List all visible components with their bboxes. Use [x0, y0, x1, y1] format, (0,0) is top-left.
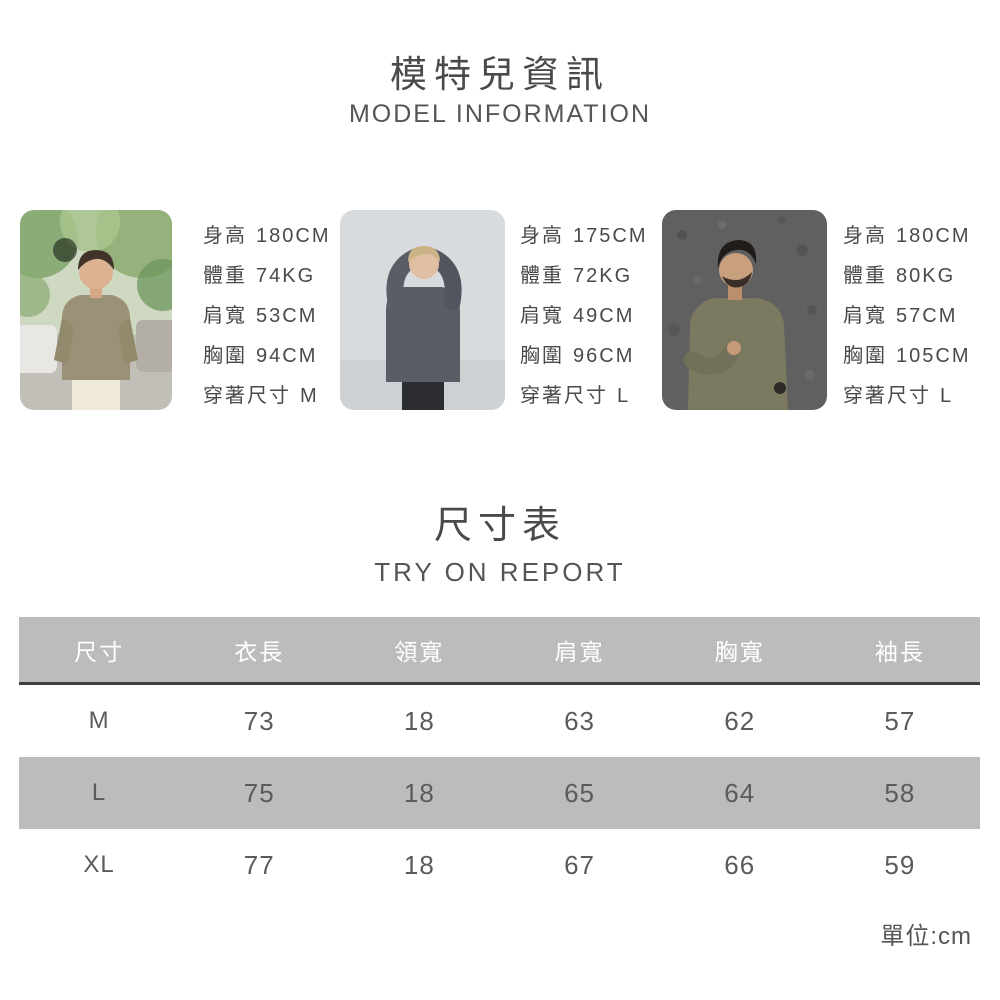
- size-cell: M: [88, 707, 110, 734]
- measurement-cell: 64: [724, 777, 756, 808]
- measurement-cell: 67: [564, 849, 595, 880]
- column-header-chest-width: 胸寬: [659, 617, 820, 684]
- stat-label: 體重: [843, 265, 887, 287]
- stat-value: 74KG: [256, 265, 316, 287]
- stat-value: L: [940, 385, 954, 407]
- size-chart-title-en: TRY ON REPORT: [374, 557, 626, 587]
- measurement-cell: 65: [564, 777, 595, 808]
- unit-note: 單位:cm: [880, 923, 972, 950]
- model-info-title-zh: 模特兒資訊: [390, 54, 610, 95]
- model-info-title-en: MODEL INFORMATION: [348, 100, 652, 128]
- stat-value: 57CM: [896, 305, 958, 327]
- measurement-cell: 18: [403, 705, 435, 736]
- stat-label: 體重: [520, 265, 564, 287]
- model-photo-3-illustration: [662, 210, 827, 410]
- measurement-cell: 75: [243, 777, 275, 808]
- stat-value: 96CM: [573, 345, 635, 367]
- stat-row: 身高 180CM: [843, 216, 970, 256]
- model-3-stats: 身高 180CM 體重 80KG 肩寬 57CM 胸圍 105CM 穿著尺寸 L: [843, 216, 970, 416]
- stat-value: 49CM: [573, 305, 635, 327]
- stat-value: M: [300, 385, 319, 407]
- size-table-header-row: 尺寸 衣長 領寬 肩寬 胸寬 袖長: [19, 617, 980, 684]
- stat-row: 穿著尺寸 L: [843, 376, 970, 416]
- stat-value: 53CM: [256, 305, 318, 327]
- stat-row: 肩寬 57CM: [843, 296, 970, 336]
- size-chart-title-zh: 尺寸表: [433, 505, 566, 547]
- stat-row: 肩寬 49CM: [520, 296, 647, 336]
- stat-label: 肩寬: [843, 305, 887, 327]
- stat-value: L: [617, 385, 631, 407]
- stat-value: 80KG: [896, 265, 956, 287]
- stat-label: 胸圍: [843, 345, 887, 367]
- stat-row: 體重 72KG: [520, 256, 647, 296]
- stat-label: 胸圍: [520, 345, 564, 367]
- stat-label: 胸圍: [203, 345, 247, 367]
- model-2-stats: 身高 175CM 體重 72KG 肩寬 49CM 胸圍 96CM 穿著尺寸 L: [520, 216, 647, 416]
- stat-label: 身高: [203, 225, 247, 247]
- stat-label: 穿著尺寸: [203, 385, 291, 407]
- size-row-l: L 75 18 65 64 58: [19, 757, 980, 829]
- stat-value: 94CM: [256, 345, 318, 367]
- stat-value: 72KG: [573, 265, 633, 287]
- stat-label: 身高: [520, 225, 564, 247]
- stat-value: 175CM: [573, 225, 648, 247]
- stat-row: 肩寬 53CM: [203, 296, 330, 336]
- stat-row: 體重 74KG: [203, 256, 330, 296]
- model-1-stats: 身高 180CM 體重 74KG 肩寬 53CM 胸圍 94CM 穿著尺寸 M: [203, 216, 330, 416]
- model-photo-1: [20, 210, 172, 410]
- measurement-cell: 66: [724, 849, 756, 880]
- stat-label: 體重: [203, 265, 247, 287]
- stat-row: 胸圍 96CM: [520, 336, 647, 376]
- size-chart-table: 尺寸 衣長 領寬 肩寬 胸寬 袖長 M 73 18 63 62 57 L 75 …: [19, 617, 980, 901]
- size-cell: XL: [83, 851, 115, 878]
- stat-row: 身高 175CM: [520, 216, 647, 256]
- stat-row: 穿著尺寸 M: [203, 376, 330, 416]
- measurement-cell: 63: [564, 705, 595, 736]
- measurement-cell: 59: [884, 849, 916, 880]
- stat-value: 180CM: [256, 225, 331, 247]
- stat-label: 穿著尺寸: [520, 385, 608, 407]
- model-photo-2: [340, 210, 505, 410]
- measurement-cell: 18: [403, 849, 435, 880]
- stat-row: 胸圍 105CM: [843, 336, 970, 376]
- stat-value: 180CM: [896, 225, 971, 247]
- model-photo-2-illustration: [340, 210, 505, 410]
- size-row-m: M 73 18 63 62 57: [19, 684, 980, 758]
- column-header-length: 衣長: [179, 617, 340, 684]
- model-photo-3: [662, 210, 827, 410]
- stat-row: 體重 80KG: [843, 256, 970, 296]
- measurement-cell: 77: [243, 849, 275, 880]
- measurement-cell: 18: [403, 777, 435, 808]
- column-header-shoulder-width: 肩寬: [499, 617, 660, 684]
- model-photo-1-illustration: [20, 210, 172, 410]
- measurement-cell: 73: [243, 705, 275, 736]
- stat-label: 肩寬: [203, 305, 247, 327]
- stat-label: 肩寬: [520, 305, 564, 327]
- measurement-cell: 58: [884, 777, 916, 808]
- stat-label: 穿著尺寸: [843, 385, 931, 407]
- stat-row: 身高 180CM: [203, 216, 330, 256]
- column-header-size: 尺寸: [19, 617, 180, 684]
- stat-value: 105CM: [896, 345, 971, 367]
- column-header-neck-width: 領寬: [339, 617, 500, 684]
- size-cell: L: [91, 779, 107, 806]
- stat-label: 身高: [843, 225, 887, 247]
- column-header-sleeve-length: 袖長: [819, 617, 980, 684]
- measurement-cell: 62: [724, 705, 756, 736]
- measurement-cell: 57: [884, 705, 916, 736]
- stat-row: 胸圍 94CM: [203, 336, 330, 376]
- size-row-xl: XL 77 18 67 66 59: [19, 829, 980, 901]
- stat-row: 穿著尺寸 L: [520, 376, 647, 416]
